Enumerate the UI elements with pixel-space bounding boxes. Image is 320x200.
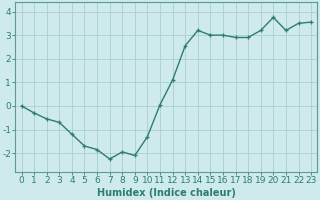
X-axis label: Humidex (Indice chaleur): Humidex (Indice chaleur) — [97, 188, 236, 198]
